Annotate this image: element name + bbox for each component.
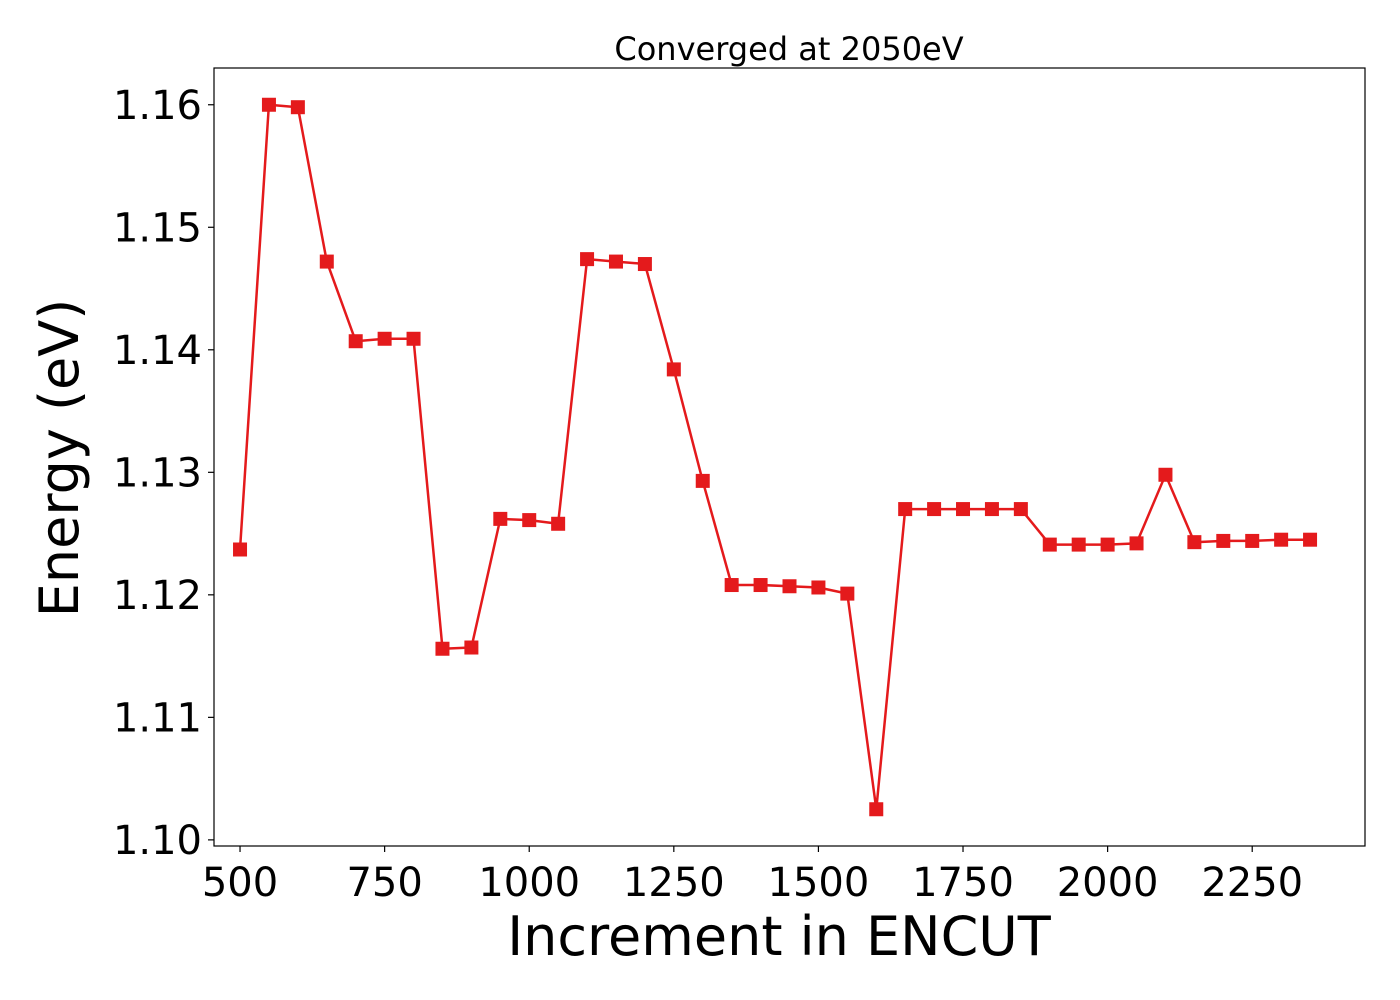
- series-layer: [233, 97, 1318, 817]
- data-point-marker: [1158, 467, 1173, 482]
- data-point-marker: [869, 802, 884, 817]
- plot-frame: [213, 67, 1366, 847]
- y-axis-title: Energy (eV): [28, 299, 91, 618]
- data-point-marker: [1042, 537, 1057, 552]
- data-point-marker: [898, 502, 913, 517]
- data-point-marker: [406, 331, 421, 346]
- data-point-marker: [1274, 532, 1289, 547]
- y-tick-label: 1.13: [113, 450, 202, 496]
- data-point-marker: [464, 640, 479, 655]
- data-point-marker: [580, 252, 595, 267]
- data-point-marker: [319, 254, 334, 269]
- data-point-marker: [782, 579, 797, 594]
- x-tick-label: 1500: [768, 860, 870, 906]
- data-point-marker: [666, 362, 681, 377]
- x-axis-title: Increment in ENCUT: [507, 905, 1052, 968]
- y-tick-label: 1.12: [113, 573, 202, 619]
- data-point-marker: [695, 473, 710, 488]
- data-point-marker: [1187, 535, 1202, 550]
- data-point-marker: [1071, 537, 1086, 552]
- data-point-marker: [608, 254, 623, 269]
- data-point-marker: [1129, 536, 1144, 551]
- data-point-marker: [377, 331, 392, 346]
- y-tick-label: 1.15: [113, 205, 202, 251]
- data-point-marker: [493, 511, 508, 526]
- data-point-marker: [1245, 533, 1260, 548]
- y-axis-ticks: 1.10 1.11 1.12 1.13 1.14 1.15 1.16: [113, 83, 214, 864]
- data-point-marker: [551, 516, 566, 531]
- x-tick-label: 1250: [623, 860, 725, 906]
- data-point-marker: [811, 580, 826, 595]
- data-point-marker: [233, 542, 248, 557]
- y-tick-label: 1.10: [113, 818, 202, 864]
- y-tick-label: 1.16: [113, 83, 202, 129]
- data-point-marker: [637, 257, 652, 272]
- data-point-marker: [753, 578, 768, 593]
- data-point-marker: [1303, 532, 1318, 547]
- data-point-marker: [984, 502, 999, 517]
- chart-title: Converged at 2050eV: [614, 30, 963, 68]
- data-point-marker: [290, 100, 305, 115]
- x-tick-label: 2250: [1201, 860, 1303, 906]
- data-point-marker: [435, 641, 450, 656]
- series-line: [238, 103, 1311, 811]
- x-tick-label: 1000: [478, 860, 580, 906]
- x-axis-ticks: 500 750 1000 1250 1500 1750 2000 2250: [202, 846, 1303, 906]
- x-tick-label: 500: [202, 860, 278, 906]
- data-point-marker: [1100, 537, 1115, 552]
- data-point-marker: [956, 502, 971, 517]
- data-point-marker: [348, 334, 363, 349]
- data-point-marker: [927, 502, 942, 517]
- x-tick-label: 750: [346, 860, 422, 906]
- data-point-marker: [1216, 533, 1231, 548]
- y-tick-label: 1.14: [113, 328, 202, 374]
- x-tick-label: 1750: [912, 860, 1014, 906]
- data-point-marker: [522, 513, 537, 528]
- y-tick-label: 1.11: [113, 695, 202, 741]
- data-point-marker: [840, 586, 855, 601]
- data-point-marker: [1013, 502, 1028, 517]
- x-tick-label: 2000: [1057, 860, 1159, 906]
- data-point-marker: [261, 97, 276, 112]
- data-point-marker: [724, 578, 739, 593]
